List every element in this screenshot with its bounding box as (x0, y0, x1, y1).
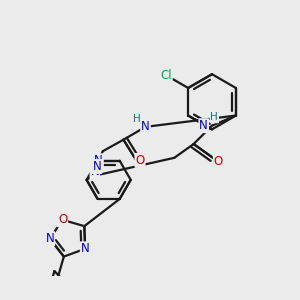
Text: O: O (58, 213, 67, 226)
Text: Cl: Cl (160, 69, 172, 82)
Text: H: H (210, 112, 218, 122)
Text: O: O (135, 154, 145, 167)
Text: N: N (46, 232, 54, 245)
Text: N: N (81, 242, 89, 255)
Text: H: H (134, 114, 141, 124)
Text: N: N (200, 119, 208, 132)
Text: N: N (141, 120, 150, 134)
Text: N: N (93, 160, 101, 173)
Text: O: O (214, 155, 223, 168)
Text: N: N (94, 154, 103, 167)
Text: N: N (91, 165, 99, 178)
